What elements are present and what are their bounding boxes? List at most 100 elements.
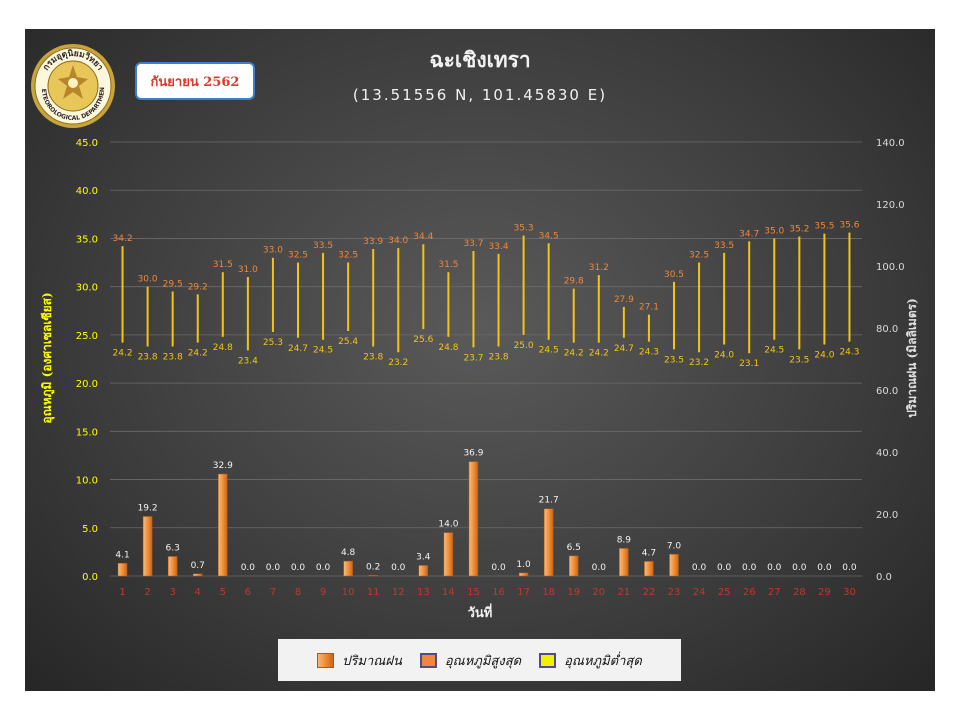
rain-bar-swatch-icon [317, 652, 335, 668]
right-axis-tick-label: 120.0 [876, 200, 905, 211]
x-axis-tick-label: 11 [367, 587, 380, 598]
left-axis-tick-label: 15.0 [76, 427, 98, 438]
min-temp-label: 24.8 [213, 343, 233, 353]
max-temp-label: 33.5 [714, 241, 734, 251]
min-temp-label: 23.5 [664, 355, 684, 365]
rain-value-label: 0.0 [241, 563, 256, 573]
left-axis-tick-label: 25.0 [76, 331, 98, 342]
rain-bar [518, 572, 529, 577]
min-temp-label: 24.7 [614, 344, 634, 354]
max-temp-label: 33.5 [313, 241, 333, 251]
max-temp-label: 27.9 [614, 295, 634, 305]
legend-label-max-temp: อุณหภูมิสูงสุด [444, 653, 522, 669]
min-temp-label: 24.2 [589, 349, 609, 359]
min-temp-label: 24.0 [714, 351, 734, 361]
rain-value-label: 7.0 [667, 541, 682, 551]
legend-item-max-temp: อุณหภูมิสูงสุด [419, 650, 522, 671]
x-axis-tick-label: 4 [195, 587, 201, 598]
max-temp-label: 31.2 [589, 263, 609, 273]
max-temp-label: 34.5 [539, 231, 559, 241]
x-axis-tick-label: 23 [668, 587, 681, 598]
rain-value-label: 0.0 [692, 563, 707, 573]
min-temp-label: 23.2 [388, 358, 408, 368]
max-temp-label: 27.1 [639, 303, 659, 313]
right-axis-tick-label: 80.0 [876, 324, 898, 335]
right-axis-tick-label: 140.0 [876, 138, 905, 149]
x-axis-tick-label: 28 [793, 587, 806, 598]
max-temp-label: 29.5 [163, 279, 183, 289]
left-axis-tick-label: 20.0 [76, 379, 98, 390]
rain-bar [218, 473, 228, 577]
rain-value-label: 0.0 [717, 563, 732, 573]
right-axis-tick-label: 100.0 [876, 262, 905, 273]
rain-value-label: 0.2 [366, 562, 380, 572]
left-axis-tick-label: 35.0 [76, 234, 98, 245]
max-temp-label: 35.2 [789, 225, 809, 235]
max-temp-label: 35.3 [514, 224, 534, 234]
month-badge: กันยายน 2562 [135, 62, 255, 100]
x-axis-tick-label: 1 [119, 587, 125, 598]
max-temp-label: 35.0 [764, 226, 784, 236]
rain-value-label: 19.2 [138, 503, 158, 513]
rain-bar [192, 573, 203, 577]
rain-value-label: 36.9 [463, 449, 483, 459]
rain-bar [142, 516, 153, 577]
x-axis-tick-label: 27 [768, 587, 781, 598]
x-axis-tick-label: 13 [417, 587, 430, 598]
x-axis-tick-label: 30 [843, 587, 856, 598]
max-temp-label: 34.4 [413, 232, 433, 242]
x-axis-tick-label: 24 [693, 587, 706, 598]
min-temp-label: 24.3 [839, 348, 859, 358]
min-temp-label: 23.4 [238, 356, 258, 366]
max-temp-label: 32.5 [689, 251, 709, 261]
rain-value-label: 3.4 [416, 552, 431, 562]
legend-label-rain: ปริมาณฝน [342, 653, 402, 669]
min-temp-label: 25.6 [413, 335, 433, 345]
rain-value-label: 0.0 [817, 563, 832, 573]
x-axis-tick-label: 22 [643, 587, 656, 598]
x-axis-tick-label: 15 [467, 587, 480, 598]
left-axis-tick-label: 45.0 [76, 138, 98, 149]
chart-legend: ปริมาณฝน อุณหภูมิสูงสุด อุณหภูมิต่ำสุด [278, 639, 681, 681]
max-temp-label: 29.8 [564, 277, 584, 287]
min-temp-swatch-icon [539, 652, 557, 668]
x-axis-tick-label: 12 [392, 587, 405, 598]
left-axis-tick-label: 0.0 [82, 572, 98, 583]
x-axis-tick-label: 3 [169, 587, 175, 598]
max-temp-label: 30.0 [138, 275, 158, 285]
min-temp-label: 24.8 [438, 343, 458, 353]
max-temp-label: 34.2 [113, 234, 133, 244]
max-temp-swatch-icon [419, 652, 437, 668]
right-axis-tick-label: 20.0 [876, 510, 898, 521]
x-axis-tick-label: 14 [442, 587, 455, 598]
min-temp-label: 24.5 [539, 346, 559, 356]
x-axis-tick-label: 16 [492, 587, 505, 598]
rain-value-label: 4.8 [341, 548, 356, 558]
rain-bar [619, 548, 629, 577]
min-temp-label: 23.8 [138, 352, 158, 362]
rain-value-label: 0.7 [191, 561, 205, 571]
rain-value-label: 0.0 [391, 563, 406, 573]
max-temp-label: 33.9 [363, 237, 383, 247]
chart-panel [25, 29, 935, 691]
rain-bar [368, 575, 378, 577]
rain-value-label: 0.0 [592, 563, 607, 573]
data-labels-layer: 4.1 34.2 24.2 19.2 30.0 23.8 6.3 29.5 23.8 0.7 29.… [113, 221, 860, 573]
min-temp-label: 25.4 [338, 337, 358, 347]
min-temp-label: 25.3 [263, 338, 283, 348]
min-temp-label: 23.8 [489, 352, 509, 362]
legend-item-rain: ปริมาณฝน [317, 650, 402, 671]
rain-bar [117, 563, 128, 577]
rain-value-label: 4.7 [642, 548, 656, 558]
rain-bars-layer [117, 461, 679, 577]
rain-bar [669, 554, 679, 577]
right-axis-label: ปริมาณฝน (มิลลิเมตร) [905, 298, 919, 417]
rain-value-label: 4.1 [115, 550, 129, 560]
x-axis-tick-label: 20 [592, 587, 605, 598]
rain-value-label: 32.9 [213, 461, 233, 471]
rain-bar [443, 532, 454, 577]
right-axis-tick-label: 60.0 [876, 386, 898, 397]
rain-value-label: 0.0 [767, 563, 782, 573]
left-axis-tick-label: 40.0 [76, 186, 98, 197]
min-temp-label: 24.7 [288, 344, 308, 354]
